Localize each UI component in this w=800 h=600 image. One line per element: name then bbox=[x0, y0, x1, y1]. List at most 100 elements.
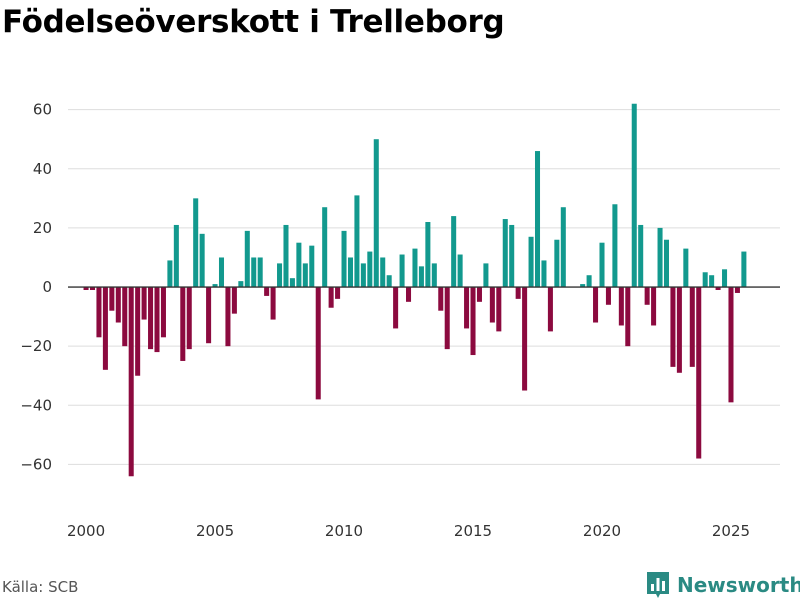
bar bbox=[541, 260, 547, 288]
bar bbox=[425, 222, 431, 288]
bar bbox=[483, 263, 489, 288]
bar bbox=[728, 287, 734, 403]
source-note: Källa: SCB bbox=[2, 578, 79, 596]
bar bbox=[715, 287, 721, 290]
bar bbox=[476, 287, 482, 302]
bar bbox=[734, 287, 740, 293]
bar bbox=[193, 198, 199, 288]
bar bbox=[625, 287, 631, 347]
bar bbox=[676, 287, 682, 373]
bar bbox=[431, 263, 437, 288]
bar bbox=[528, 236, 534, 288]
bar bbox=[96, 287, 102, 338]
bar bbox=[373, 139, 379, 288]
bar bbox=[522, 287, 528, 391]
bar bbox=[406, 287, 412, 302]
bar bbox=[709, 275, 715, 288]
bar bbox=[135, 287, 141, 376]
bar bbox=[173, 224, 179, 288]
bar bbox=[399, 254, 405, 288]
bar bbox=[722, 269, 728, 288]
bar bbox=[102, 287, 108, 370]
bar bbox=[264, 287, 270, 296]
bar bbox=[115, 287, 121, 323]
bar bbox=[341, 230, 347, 288]
y-tick-label: 40 bbox=[33, 160, 52, 178]
y-tick-label: −40 bbox=[20, 396, 52, 414]
bar bbox=[515, 287, 521, 299]
bar bbox=[206, 287, 212, 344]
bar bbox=[83, 287, 89, 290]
bar bbox=[599, 242, 605, 288]
bar bbox=[148, 287, 154, 350]
bar bbox=[302, 263, 308, 288]
bar bbox=[277, 263, 283, 288]
bar-chart-icon bbox=[647, 572, 669, 598]
y-axis-labels: 60 40 20 0 −20 −40 −60 bbox=[20, 101, 52, 474]
bar bbox=[612, 204, 618, 288]
bar bbox=[322, 207, 328, 288]
bar bbox=[586, 275, 592, 288]
bar bbox=[386, 275, 392, 288]
brand-logo[interactable]: Newsworthy bbox=[645, 570, 800, 600]
bar bbox=[741, 251, 747, 288]
bar bbox=[580, 284, 586, 288]
bar bbox=[605, 287, 611, 305]
bar bbox=[560, 207, 566, 288]
bar bbox=[502, 219, 508, 288]
bar bbox=[109, 287, 115, 311]
x-axis-labels: 2000 2005 2010 2015 2020 2025 bbox=[67, 522, 750, 540]
x-tick-label: 2025 bbox=[712, 522, 750, 540]
bar bbox=[335, 287, 341, 299]
bar bbox=[218, 257, 225, 288]
bar bbox=[354, 195, 360, 288]
y-tick-label: 20 bbox=[33, 219, 52, 237]
bar bbox=[380, 257, 386, 288]
bar bbox=[270, 287, 276, 320]
bar bbox=[212, 284, 218, 288]
bar bbox=[696, 287, 702, 459]
bar bbox=[167, 260, 173, 288]
bar bbox=[128, 287, 134, 477]
x-tick-label: 2010 bbox=[325, 522, 363, 540]
y-tick-label: 0 bbox=[42, 278, 52, 296]
bar bbox=[328, 287, 334, 308]
bar bbox=[199, 233, 205, 288]
bar bbox=[509, 224, 515, 288]
bar bbox=[418, 266, 424, 288]
y-tick-label: −20 bbox=[20, 337, 52, 355]
bar bbox=[489, 287, 495, 323]
bar bbox=[309, 245, 315, 288]
bar bbox=[225, 287, 231, 347]
x-tick-label: 2015 bbox=[454, 522, 492, 540]
bar bbox=[464, 287, 470, 329]
bar bbox=[180, 287, 186, 361]
bar bbox=[457, 254, 463, 288]
bar bbox=[451, 216, 457, 288]
bar bbox=[289, 278, 295, 288]
bar bbox=[644, 287, 650, 305]
bar bbox=[631, 103, 637, 288]
bar bbox=[702, 272, 708, 288]
bar bbox=[89, 287, 96, 290]
bar bbox=[670, 287, 676, 367]
bar bbox=[657, 227, 663, 288]
bar bbox=[438, 287, 444, 311]
bar bbox=[683, 248, 689, 288]
x-tick-label: 2000 bbox=[67, 522, 105, 540]
bar bbox=[593, 287, 599, 323]
bar bbox=[663, 239, 670, 288]
bar bbox=[251, 257, 257, 288]
bar bbox=[160, 287, 166, 338]
bar bbox=[689, 287, 695, 367]
bar bbox=[257, 257, 263, 288]
bar bbox=[296, 242, 302, 288]
bar bbox=[283, 224, 289, 288]
gridlines bbox=[68, 109, 780, 465]
brand-name: Newsworthy bbox=[677, 573, 800, 597]
bar bbox=[651, 287, 657, 326]
bar bbox=[141, 287, 147, 320]
bar bbox=[360, 263, 366, 288]
bar bbox=[154, 287, 160, 353]
